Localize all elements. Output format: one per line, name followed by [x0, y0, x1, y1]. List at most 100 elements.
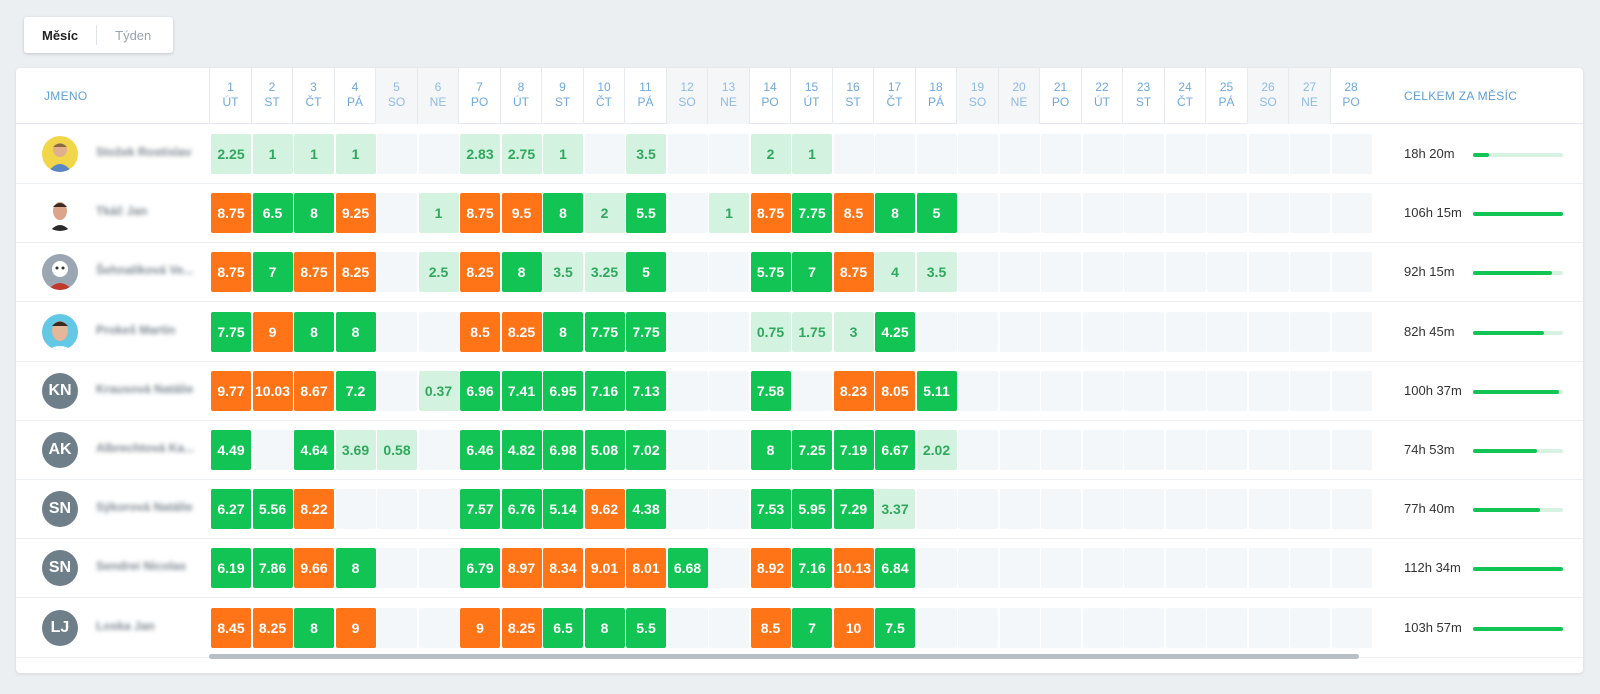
empty-day-cell[interactable] — [1290, 134, 1330, 174]
hours-cell[interactable]: 7 — [792, 607, 832, 648]
hours-cell[interactable]: 5.5 — [626, 193, 666, 234]
empty-day-cell[interactable] — [1207, 607, 1247, 648]
empty-day-cell[interactable] — [1290, 548, 1330, 589]
empty-day-cell[interactable] — [667, 607, 708, 648]
empty-day-cell[interactable] — [1331, 548, 1372, 589]
empty-day-cell[interactable] — [999, 548, 1040, 589]
hours-cell[interactable]: 8.75 — [294, 252, 334, 293]
empty-day-cell[interactable] — [1124, 252, 1164, 293]
hours-cell[interactable]: 8 — [750, 430, 791, 470]
table-row[interactable]: SN Sýkorová Natálie 6.27 5.56 8.22 7.57 6.76 5.… — [16, 479, 1583, 540]
employee-name[interactable]: Šehnalíková Ve... — [96, 263, 194, 278]
empty-day-cell[interactable] — [377, 311, 417, 352]
hours-cell[interactable]: 8 — [543, 311, 583, 352]
hours-cell[interactable]: 2 — [584, 193, 625, 234]
hours-cell[interactable]: 3.37 — [875, 489, 915, 530]
table-row[interactable]: Šehnalíková Ve... 8.75 7 8.75 8.25 2.5 8.25 8 3.… — [16, 242, 1583, 303]
hours-cell[interactable]: 7.58 — [750, 370, 791, 411]
empty-day-cell[interactable] — [1248, 607, 1289, 648]
hours-cell[interactable]: 8.05 — [875, 370, 915, 411]
table-row[interactable]: Prokeš Martin 7.75 9 8 8 8.5 8.25 8 7.75 7.75 0.75… — [16, 302, 1583, 362]
hours-cell[interactable]: 8.97 — [501, 548, 542, 589]
hours-cell[interactable]: 7.19 — [833, 430, 874, 470]
empty-day-cell[interactable] — [1207, 134, 1247, 174]
empty-day-cell[interactable] — [999, 607, 1040, 648]
hours-cell[interactable]: 6.68 — [667, 548, 708, 589]
empty-day-cell[interactable] — [1248, 430, 1289, 470]
empty-day-cell[interactable] — [418, 134, 459, 174]
empty-day-cell[interactable] — [1290, 193, 1330, 234]
hours-cell[interactable]: 8 — [294, 311, 334, 352]
empty-day-cell[interactable] — [1165, 548, 1206, 589]
hours-cell[interactable]: 8.75 — [211, 252, 251, 293]
empty-day-cell[interactable] — [958, 134, 998, 174]
empty-day-cell[interactable] — [999, 430, 1040, 470]
hours-cell[interactable]: 8 — [584, 607, 625, 648]
hours-cell[interactable]: 8.5 — [460, 311, 500, 352]
hours-cell[interactable]: 6.27 — [211, 489, 251, 530]
empty-day-cell[interactable] — [709, 430, 749, 470]
empty-day-cell[interactable] — [1041, 134, 1081, 174]
hours-cell[interactable]: 6.96 — [460, 370, 500, 411]
hours-cell[interactable]: 6.19 — [211, 548, 251, 589]
hours-cell[interactable]: 7.75 — [626, 311, 666, 352]
empty-day-cell[interactable] — [958, 193, 998, 234]
hours-cell[interactable]: 8.75 — [750, 193, 791, 234]
empty-day-cell[interactable] — [1207, 311, 1247, 352]
hours-cell[interactable]: 8.75 — [833, 252, 874, 293]
empty-day-cell[interactable] — [875, 134, 915, 174]
hours-cell[interactable]: 7.25 — [792, 430, 832, 470]
empty-day-cell[interactable] — [1248, 134, 1289, 174]
name-column-header[interactable]: JMENO — [44, 89, 88, 103]
hours-cell[interactable]: 4 — [875, 252, 915, 293]
hours-cell[interactable]: 6.5 — [252, 193, 293, 234]
empty-day-cell[interactable] — [1290, 489, 1330, 530]
empty-day-cell[interactable] — [1124, 370, 1164, 411]
empty-day-cell[interactable] — [1290, 607, 1330, 648]
empty-day-cell[interactable] — [916, 548, 957, 589]
empty-day-cell[interactable] — [1082, 134, 1123, 174]
hours-cell[interactable]: 8.75 — [460, 193, 500, 234]
hours-cell[interactable]: 8 — [335, 311, 376, 352]
empty-day-cell[interactable] — [1124, 134, 1164, 174]
empty-day-cell[interactable] — [1124, 489, 1164, 530]
hours-cell[interactable]: 9 — [335, 607, 376, 648]
hours-cell[interactable]: 8.25 — [252, 607, 293, 648]
hours-cell[interactable]: 6.67 — [875, 430, 915, 470]
hours-cell[interactable]: 8.34 — [543, 548, 583, 589]
empty-day-cell[interactable] — [1165, 607, 1206, 648]
hours-cell[interactable]: 8.23 — [833, 370, 874, 411]
empty-day-cell[interactable] — [1331, 252, 1372, 293]
empty-day-cell[interactable] — [958, 489, 998, 530]
employee-name[interactable]: Sýkorová Natálie — [96, 500, 193, 515]
hours-cell[interactable]: 7.16 — [792, 548, 832, 589]
hours-cell[interactable]: 9.77 — [211, 370, 251, 411]
empty-day-cell[interactable] — [1207, 252, 1247, 293]
hours-cell[interactable]: 8.22 — [294, 489, 334, 530]
empty-day-cell[interactable] — [1331, 193, 1372, 234]
employee-name[interactable]: Tkáč Jan — [96, 204, 148, 219]
hours-cell[interactable]: 1 — [294, 134, 334, 174]
empty-day-cell[interactable] — [916, 489, 957, 530]
empty-day-cell[interactable] — [1041, 548, 1081, 589]
empty-day-cell[interactable] — [1290, 252, 1330, 293]
hours-cell[interactable]: 7.53 — [750, 489, 791, 530]
empty-day-cell[interactable] — [1082, 607, 1123, 648]
empty-day-cell[interactable] — [418, 311, 459, 352]
hours-cell[interactable]: 7.75 — [792, 193, 832, 234]
hours-cell[interactable]: 3.69 — [335, 430, 376, 470]
hours-cell[interactable]: 0.75 — [750, 311, 791, 352]
empty-day-cell[interactable] — [1207, 548, 1247, 589]
hours-cell[interactable]: 2.02 — [916, 430, 957, 470]
empty-day-cell[interactable] — [1165, 370, 1206, 411]
hours-cell[interactable]: 2 — [750, 134, 791, 174]
empty-day-cell[interactable] — [377, 489, 417, 530]
hours-cell[interactable]: 6.79 — [460, 548, 500, 589]
empty-day-cell[interactable] — [1331, 370, 1372, 411]
empty-day-cell[interactable] — [999, 370, 1040, 411]
empty-day-cell[interactable] — [418, 430, 459, 470]
empty-day-cell[interactable] — [377, 548, 417, 589]
hours-cell[interactable]: 7.86 — [252, 548, 293, 589]
empty-day-cell[interactable] — [1041, 311, 1081, 352]
hours-cell[interactable]: 6.76 — [501, 489, 542, 530]
